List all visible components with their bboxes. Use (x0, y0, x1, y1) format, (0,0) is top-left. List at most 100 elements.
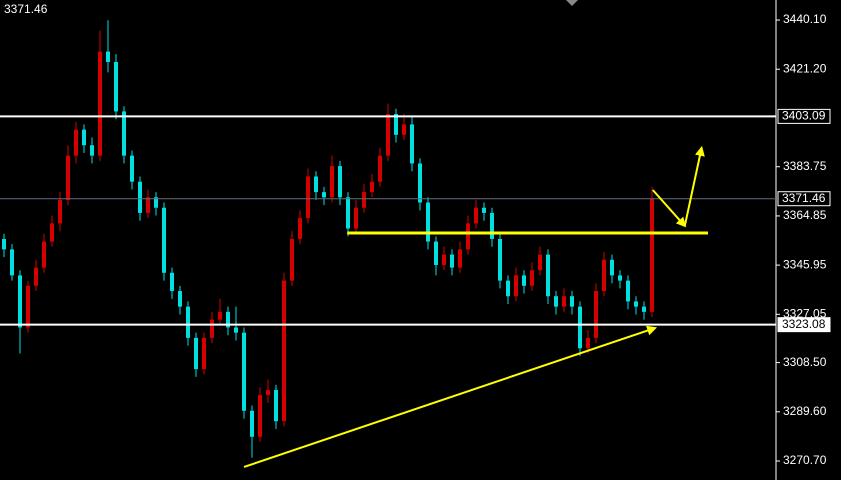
candle-body (642, 306, 646, 312)
y-tick-label: 3421.20 (783, 61, 827, 75)
candle-body (482, 207, 486, 213)
candle-body (426, 202, 430, 242)
candle-body (602, 259, 606, 292)
candle-body (274, 389, 278, 422)
candle-body (154, 197, 158, 208)
candle-body (586, 337, 590, 349)
candle-body (346, 197, 350, 229)
candle-body (650, 198, 654, 312)
candle-body (498, 238, 502, 281)
candle-body (250, 410, 254, 437)
candle-body (58, 199, 62, 224)
candle-body (570, 296, 574, 307)
candle-body (562, 296, 566, 307)
y-tick-label: 3270.70 (783, 453, 827, 467)
candle-body (442, 254, 446, 265)
level-label: 3403.09 (782, 109, 826, 123)
level-tag (777, 317, 831, 333)
candle-body (186, 306, 190, 338)
candle-body (74, 129, 78, 156)
price-label: 3371.46 (4, 2, 48, 16)
candle-body (578, 306, 582, 349)
candle-body (618, 275, 622, 281)
candle-body (554, 296, 558, 307)
candle-body (170, 272, 174, 292)
candle-body (210, 319, 214, 338)
candle-body (506, 280, 510, 297)
candle-body (594, 291, 598, 338)
candle-body (402, 124, 406, 135)
level-label: 3371.46 (782, 191, 826, 205)
candle-body (42, 241, 46, 268)
candle-body (458, 249, 462, 268)
candle-body (626, 280, 630, 302)
candle-body (322, 192, 326, 198)
candle-body (450, 254, 454, 268)
candle-body (82, 129, 86, 146)
candle-body (34, 267, 38, 286)
annotation-line (243, 325, 658, 468)
candle-body (130, 155, 134, 182)
y-tick-label: 3440.10 (783, 12, 827, 26)
candle-body (466, 223, 470, 250)
candle-body (290, 238, 294, 281)
candle-body (394, 114, 398, 135)
candle-body (314, 176, 318, 193)
candle-body (298, 218, 302, 239)
candle-body (106, 51, 110, 62)
candle-body (26, 285, 30, 328)
candle-body (178, 291, 182, 307)
candle-body (218, 311, 222, 320)
candle-body (514, 275, 518, 297)
candle-body (306, 176, 310, 219)
candle-body (162, 207, 166, 273)
candle-body (242, 332, 246, 411)
candle-body (434, 241, 438, 265)
candle-body (50, 223, 54, 242)
candle-body (330, 166, 334, 198)
candle-body (2, 238, 6, 250)
candle-body (530, 270, 534, 286)
candle-body (610, 259, 614, 276)
candle-body (546, 254, 550, 297)
candle-body (386, 114, 390, 156)
candle-body (226, 311, 230, 328)
candle-body (370, 181, 374, 193)
level-label: 3323.08 (782, 317, 826, 331)
candle-body (474, 207, 478, 224)
level-tag (777, 191, 831, 207)
candle-body (538, 254, 542, 271)
candle-body (122, 111, 126, 156)
candle-body (138, 181, 142, 213)
candle-body (266, 389, 270, 396)
y-tick-label: 3364.85 (783, 208, 827, 222)
y-tick-label: 3289.60 (783, 404, 827, 418)
candle-body (90, 145, 94, 156)
candle-body (202, 337, 206, 370)
candle-body (490, 212, 494, 239)
candle-body (354, 207, 358, 229)
annotation-line (652, 189, 687, 228)
candle-body (98, 51, 102, 156)
candle-body (18, 275, 22, 328)
candle-body (234, 327, 238, 333)
annotation-line (683, 145, 705, 227)
candle-body (10, 249, 14, 276)
candle-body (338, 166, 342, 198)
candle-body (418, 163, 422, 203)
y-tick-label: 3345.95 (783, 257, 827, 271)
candle-body (194, 337, 198, 370)
candle-body (66, 155, 70, 200)
candle-body (258, 395, 262, 437)
candle-body (146, 197, 150, 213)
candle-body (114, 61, 118, 112)
y-tick-label: 3327.05 (783, 306, 827, 320)
candle-body (362, 192, 366, 208)
candle-body (410, 124, 414, 164)
shift-marker (566, 0, 578, 6)
candle-body (282, 280, 286, 422)
y-tick-label: 3383.75 (783, 159, 827, 173)
